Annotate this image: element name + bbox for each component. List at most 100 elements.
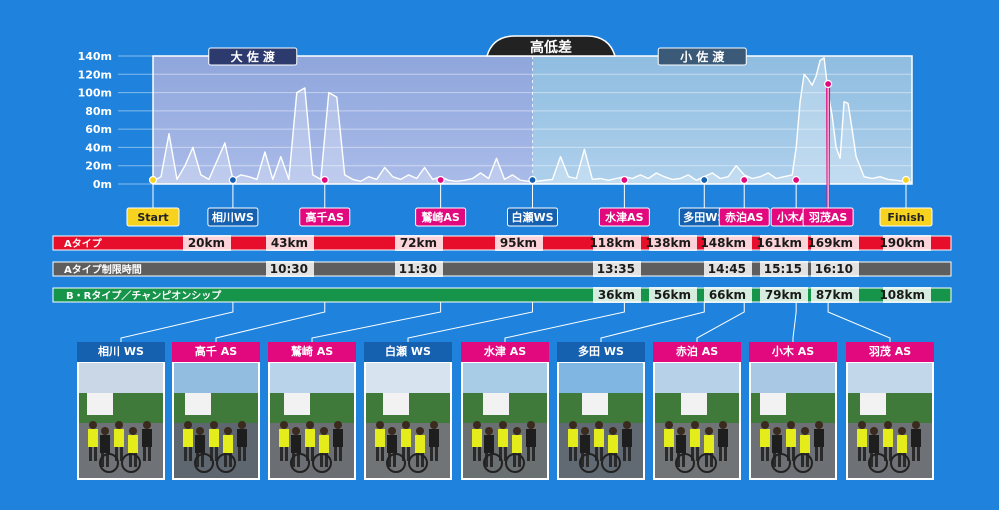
station-photo-card: 高千 AS <box>172 342 260 480</box>
y-tick-label: 20m <box>85 160 112 173</box>
data-row-label: Aタイプ制限時間 <box>64 263 142 276</box>
data-cell: 95km <box>500 236 537 250</box>
station-photo-card: 小木 AS <box>749 342 837 480</box>
y-tick-label: 80m <box>85 105 112 118</box>
data-cell-bg <box>704 261 752 277</box>
data-cell: 138km <box>645 236 691 250</box>
data-cell: 169km <box>807 236 853 250</box>
data-row-label: B・Rタイプ／チャンピオンシップ <box>66 289 222 302</box>
station-marker <box>228 175 237 185</box>
data-cell-bg <box>266 261 314 277</box>
station-label-box <box>207 207 259 227</box>
data-cell-bg <box>811 287 859 303</box>
y-tick-label: 0m <box>93 178 112 191</box>
data-cell-bg <box>395 235 443 251</box>
region-panel-right <box>532 56 912 184</box>
station-label-box <box>507 207 558 227</box>
station-photo-card: 鷲崎 AS <box>268 342 356 480</box>
y-tick-label: 100m <box>78 87 112 100</box>
data-cell-bg <box>649 287 697 303</box>
region-label: 大 佐 渡 <box>231 49 276 64</box>
chart-title-tab <box>485 35 617 57</box>
data-cell: 36km <box>598 288 635 302</box>
station-photo-card: 赤泊 AS <box>653 342 741 480</box>
station-label: 赤泊AS <box>725 210 764 224</box>
station-label-box <box>415 207 467 227</box>
photo-connector <box>504 302 625 342</box>
data-cell: 66km <box>709 288 746 302</box>
station-marker <box>792 175 801 185</box>
photo-card-title: 高千 AS <box>172 342 260 362</box>
station-label-box <box>802 207 854 227</box>
data-cell: 148km <box>700 236 746 250</box>
station-photo <box>270 363 354 478</box>
data-cell-bg <box>495 235 543 251</box>
data-cell: 108km <box>879 288 925 302</box>
data-row-label: Aタイプ <box>64 237 103 250</box>
data-cell-bg <box>704 287 752 303</box>
station-label: 相川WS <box>212 210 254 224</box>
data-cell: 56km <box>654 288 691 302</box>
station-label-box <box>299 207 351 227</box>
station-marker <box>700 175 709 185</box>
station-marker <box>320 175 329 185</box>
station-marker <box>620 175 629 185</box>
photo-card-title: 相川 WS <box>77 342 165 362</box>
data-cell: 14:45 <box>708 262 746 276</box>
elevation-area <box>153 57 912 184</box>
station-photo <box>366 363 450 478</box>
data-cell: 15:15 <box>764 262 802 276</box>
station-photo-card: 白瀬 WS <box>364 342 452 480</box>
data-cell: 161km <box>756 236 802 250</box>
data-cell-bg <box>760 235 808 251</box>
photo-connector <box>600 302 705 342</box>
y-tick-label: 140m <box>78 50 112 63</box>
photo-connector <box>215 302 326 342</box>
data-cell-bg <box>811 235 859 251</box>
data-cell-bg <box>593 235 641 251</box>
station-label: 水津AS <box>605 210 644 224</box>
station-photo-card: 羽茂 AS <box>846 342 934 480</box>
data-cell: 11:30 <box>399 262 437 276</box>
y-tick-label: 60m <box>85 123 112 136</box>
region-label: 小 佐 渡 <box>680 49 725 64</box>
data-cell-bg <box>760 287 808 303</box>
photo-card-title: 白瀬 WS <box>364 342 452 362</box>
station-label-box <box>879 207 933 227</box>
photo-connector <box>407 302 533 342</box>
y-tick-label: 120m <box>78 68 112 81</box>
data-cell: 10:30 <box>270 262 308 276</box>
data-cell-bg <box>593 261 641 277</box>
station-label-box <box>718 207 770 227</box>
data-cell-bg <box>883 287 931 303</box>
photo-connector <box>827 302 891 342</box>
data-cell-bg <box>883 235 931 251</box>
photo-connector <box>311 302 442 342</box>
station-label: 鷲崎AS <box>421 210 460 224</box>
station-marker <box>824 79 833 89</box>
photo-connector <box>120 302 234 342</box>
station-marker <box>436 175 445 185</box>
data-cell-bg <box>760 261 808 277</box>
station-photo <box>79 363 163 478</box>
chart-title: 高低差 <box>530 39 572 56</box>
station-label-box <box>126 207 180 227</box>
station-marker <box>740 175 749 185</box>
station-label: Finish <box>887 211 924 224</box>
data-cell: 87km <box>816 288 853 302</box>
data-cell-bg <box>593 287 641 303</box>
station-label-box <box>598 207 650 227</box>
region-label-box <box>208 47 298 66</box>
station-photo-card: 水津 AS <box>461 342 549 480</box>
y-tick-label: 40m <box>85 141 112 154</box>
data-cell: 16:10 <box>815 262 853 276</box>
data-cell-bg <box>649 235 697 251</box>
data-cell: 79km <box>765 288 802 302</box>
station-marker <box>148 175 158 185</box>
data-cell-bg <box>266 235 314 251</box>
station-label: 白瀬WS <box>511 210 553 224</box>
data-cell: 13:35 <box>597 262 635 276</box>
data-cell-bg <box>704 235 752 251</box>
